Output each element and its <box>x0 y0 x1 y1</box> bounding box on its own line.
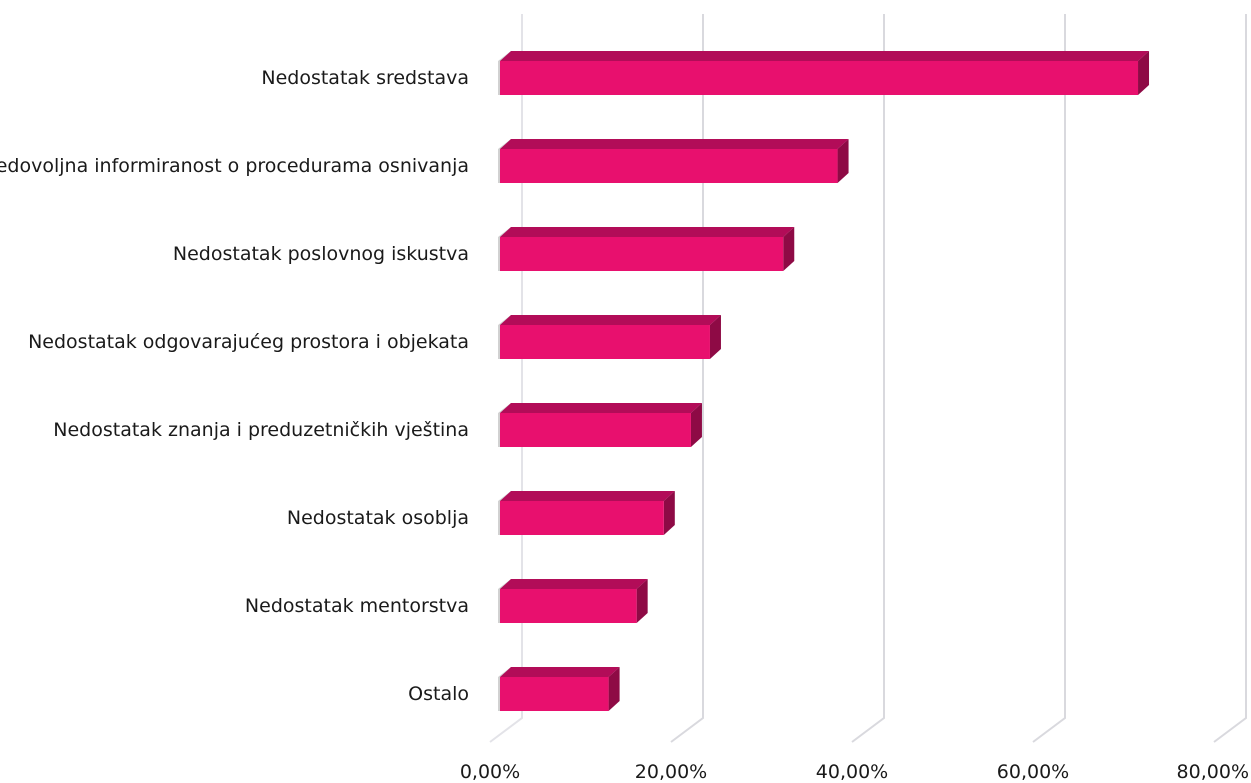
bar-front-face <box>500 325 710 359</box>
category-label: Nedovoljna informiranost o procedurama o… <box>0 155 469 177</box>
bar-top-face <box>500 139 849 149</box>
bar-top-face <box>500 667 620 677</box>
x-tick-label: 0,00% <box>460 761 520 783</box>
x-tick-label: 60,00% <box>997 761 1069 783</box>
x-tick-label: 20,00% <box>635 761 707 783</box>
bar-front-face <box>500 501 664 535</box>
bar-side-face <box>1138 51 1150 95</box>
x-tick-label: 40,00% <box>816 761 888 783</box>
bar-top-face <box>500 579 648 589</box>
category-label: Nedostatak odgovarajućeg prostora i obje… <box>28 331 469 353</box>
bar <box>500 51 1150 95</box>
bar-top-face <box>500 403 702 413</box>
bar-top-face <box>500 51 1150 61</box>
bar-side-face <box>608 667 620 711</box>
gridlines <box>489 14 1247 743</box>
category-label: Nedostatak sredstava <box>261 67 469 89</box>
bar-top-face <box>500 227 795 237</box>
gridline <box>489 14 523 743</box>
x-tick-label: 80,00% <box>1177 761 1249 783</box>
gridline <box>1032 14 1066 743</box>
bar-side-face <box>709 315 721 359</box>
bar <box>500 139 849 183</box>
bar-side-face <box>837 139 849 183</box>
category-label: Nedostatak znanja i preduzetničkih vješt… <box>53 419 469 441</box>
bar-front-face <box>500 149 838 183</box>
bar <box>500 579 648 623</box>
category-label: Ostalo <box>408 683 469 705</box>
bar-side-face <box>690 403 702 447</box>
bar-side-face <box>663 491 675 535</box>
bar-front-face <box>500 237 784 271</box>
gridline <box>670 14 704 743</box>
bar-top-face <box>500 315 721 325</box>
bar-top-face <box>500 491 675 501</box>
x-tick-labels: 0,00% 20,00% 40,00% 60,00% 80,00% <box>460 761 1249 783</box>
bar-front-face <box>500 589 637 623</box>
gridline <box>851 14 885 743</box>
category-label: Nedostatak poslovnog iskustva <box>173 243 469 265</box>
category-label: Nedostatak osoblja <box>287 507 469 529</box>
bar <box>500 315 721 359</box>
bar-front-face <box>500 677 609 711</box>
category-label: Nedostatak mentorstva <box>245 595 469 617</box>
bar <box>500 227 795 271</box>
bar-front-face <box>500 413 691 447</box>
bar <box>500 667 620 711</box>
bars <box>500 51 1150 711</box>
bar-front-face <box>500 61 1139 95</box>
category-labels: Nedostatak sredstava Nedovoljna informira… <box>0 67 469 705</box>
bar <box>500 491 675 535</box>
gridline <box>1213 14 1247 743</box>
bar-side-face <box>636 579 648 623</box>
bar-side-face <box>783 227 795 271</box>
bar <box>500 403 702 447</box>
